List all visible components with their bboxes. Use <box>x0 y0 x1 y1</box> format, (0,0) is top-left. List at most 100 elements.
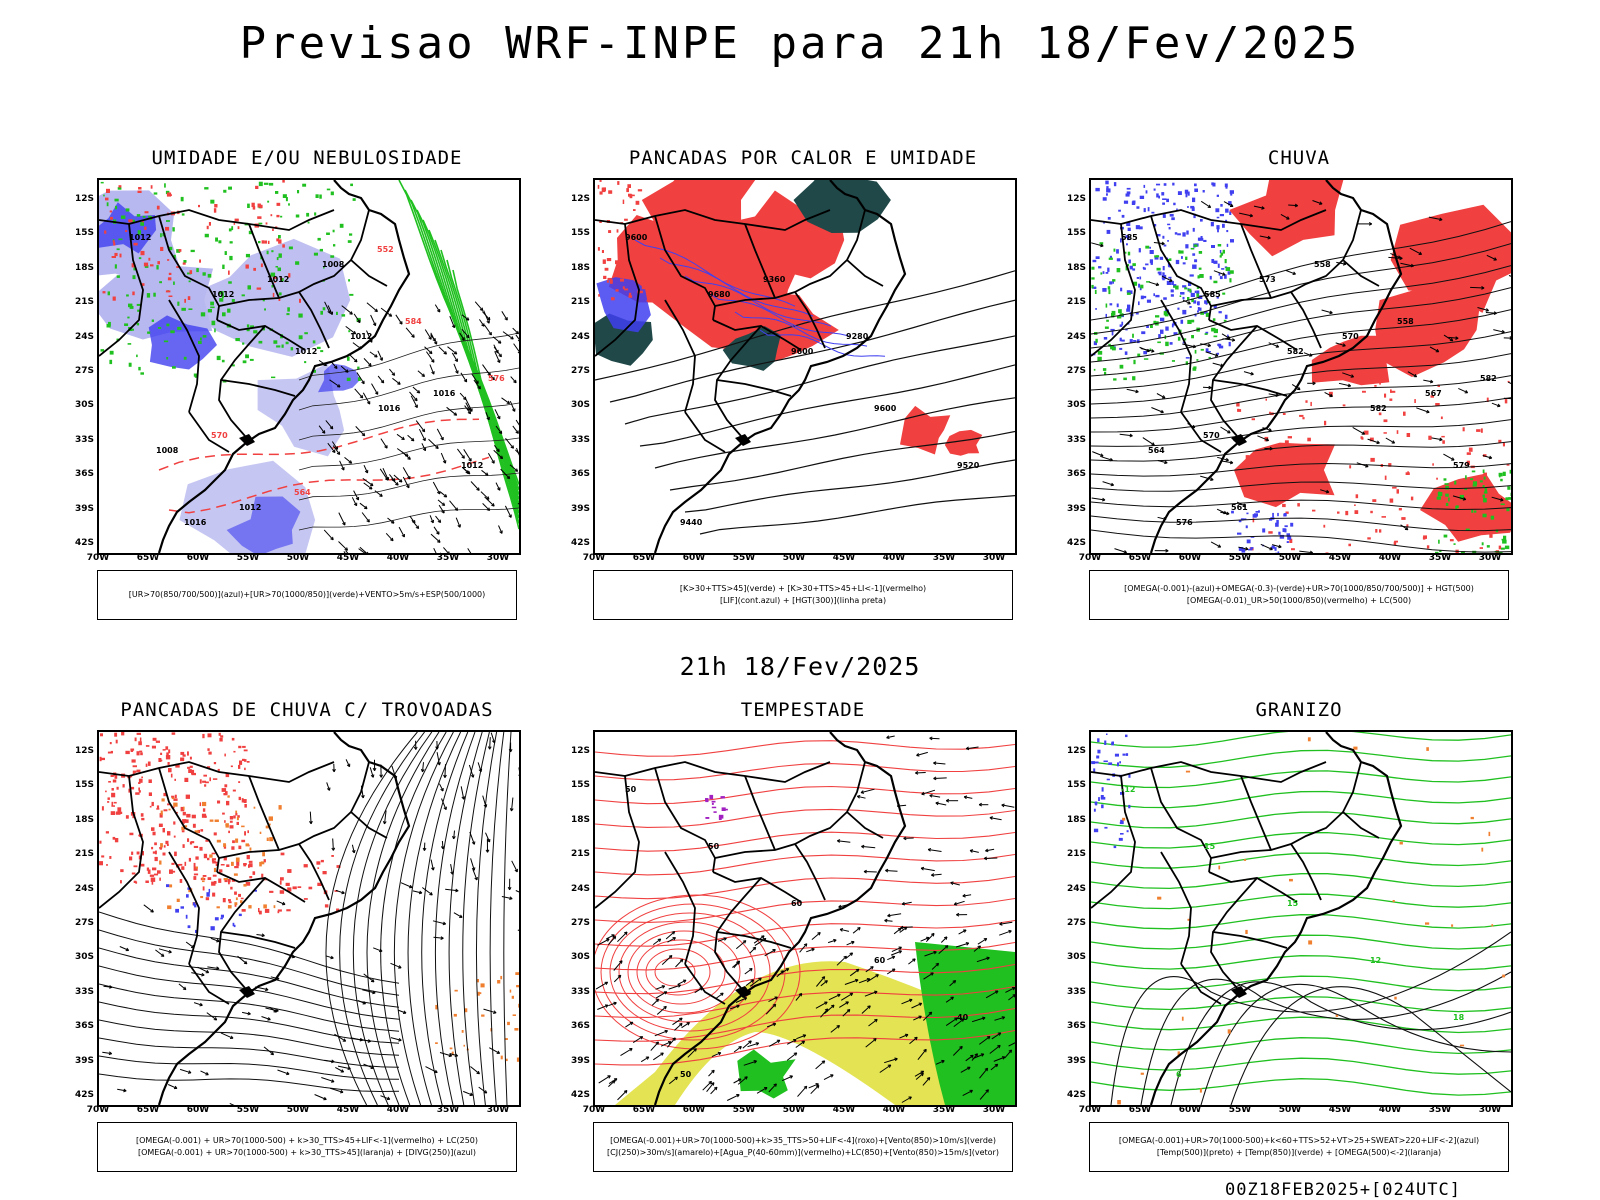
low-level-humidity-dots <box>127 316 130 319</box>
wind-850-vector <box>963 929 967 933</box>
storm-area-red <box>182 754 186 757</box>
low-level-humidity-dots <box>326 232 330 235</box>
omega-area-blue <box>1212 182 1216 187</box>
storm-area-red <box>111 792 116 798</box>
state-border <box>1212 379 1288 397</box>
omega-area-green <box>1448 497 1450 502</box>
streamline-arrow <box>1342 261 1347 266</box>
coastline <box>157 732 411 1105</box>
omega-area-blue <box>1177 191 1182 195</box>
legend-line: [K>30+TTS>45](verde) + [K>30+TTS>45+LI<-… <box>679 584 927 593</box>
streamline-arrow <box>351 849 356 854</box>
panel-title-5: TEMPESTADE <box>740 699 866 721</box>
longitude-label: 45W <box>1328 553 1352 563</box>
storm-area-red <box>167 803 171 806</box>
lifted-index-contour <box>684 275 832 327</box>
omega-area-green <box>1187 289 1190 291</box>
wind-vector <box>369 482 374 487</box>
wind-850-area-green <box>915 942 1015 1105</box>
omega-area-blue <box>1190 205 1195 209</box>
storm-area-red <box>235 813 238 816</box>
streamline-arrow <box>1410 263 1414 268</box>
streamline-arrow <box>1157 460 1168 464</box>
streamline-arrow <box>1503 397 1511 400</box>
map-panel-6: -12 15 15 12 18 6 <box>1089 730 1513 1107</box>
storm-area-red <box>232 789 236 792</box>
wind-850-vector <box>611 1080 616 1084</box>
wind-850-vector <box>933 777 947 779</box>
streamline-arrow <box>347 1066 351 1071</box>
streamline-arrow <box>1268 342 1279 348</box>
temp-850-contour-green <box>1091 996 1511 1013</box>
omega-area-blue <box>1094 286 1096 289</box>
omega-area-blue <box>1279 534 1285 539</box>
wind-vector <box>487 372 491 377</box>
state-border <box>712 871 802 903</box>
rain-dots <box>1406 524 1409 528</box>
storm-area-red <box>122 784 125 788</box>
convection-area-orange <box>435 1042 438 1044</box>
convection-area-orange <box>478 992 482 995</box>
rain-dots <box>1436 477 1438 480</box>
rain-dots <box>1484 522 1486 527</box>
wind-vector <box>504 317 508 321</box>
omega-area-green <box>1105 303 1108 308</box>
storm-area-red <box>285 882 290 886</box>
wind-850-vector <box>955 942 969 948</box>
wind-850-vector <box>969 1089 973 1094</box>
wind-850-vector <box>836 955 847 966</box>
convection-area-orange <box>273 905 276 909</box>
low-level-humidity-dots <box>219 291 224 295</box>
streamline-arrow <box>1481 286 1485 290</box>
coastline <box>157 180 411 553</box>
latitude-label: 36S <box>570 1021 590 1032</box>
storm-area-red <box>114 732 118 737</box>
wind-vector <box>399 321 403 325</box>
wind-850-vector <box>824 1004 835 1014</box>
divergence-area-blue <box>210 926 215 931</box>
thickness-contour-dots <box>299 298 301 303</box>
wind-vector <box>491 376 495 381</box>
wind-850-vector <box>820 1008 829 1018</box>
longitude-label: 40W <box>1378 553 1402 563</box>
omega-area-green <box>1157 341 1161 344</box>
streamline <box>99 911 400 984</box>
streamline-arrow <box>1443 453 1455 461</box>
wind-850-vector <box>950 882 960 886</box>
rain-dots <box>1388 463 1392 467</box>
rain-dots <box>1394 540 1398 543</box>
thickness-contour-dots <box>251 202 255 208</box>
omega-area-green <box>1163 311 1168 316</box>
panel-title-4: PANCADAS DE CHUVA C/ TROVOADAS <box>120 699 494 721</box>
wind-vector <box>471 373 479 384</box>
omega-area-blue <box>1168 227 1171 230</box>
wind-vector <box>377 350 383 361</box>
convection-dots <box>658 202 660 205</box>
thickness-contour-dots <box>112 296 116 301</box>
streamline-arrow <box>1485 312 1497 314</box>
storm-area-red <box>152 737 157 741</box>
wind-850-vector <box>979 1067 988 1079</box>
wind-vector <box>415 525 420 530</box>
storm-area-red <box>207 748 210 751</box>
longitude-label: 55W <box>732 1105 756 1115</box>
rain-dots <box>1451 484 1455 488</box>
omega-area-green <box>1118 309 1122 314</box>
low-level-humidity-dots <box>349 233 353 236</box>
storm-area-purple <box>705 817 710 819</box>
wind-850-vector <box>672 1017 683 1026</box>
storm-area-purple <box>711 800 716 803</box>
wind-850-vector <box>897 927 902 932</box>
wind-850-vector <box>693 1048 697 1052</box>
hail-area-blue <box>1095 802 1098 806</box>
wind-850-vector <box>663 991 668 995</box>
wind-850-vector <box>738 1046 742 1050</box>
storm-area-red <box>238 845 242 850</box>
omega-area-blue <box>1107 217 1111 220</box>
storm-area-red <box>181 866 185 870</box>
omega-area-green <box>1196 293 1199 297</box>
wind-850-vector <box>985 990 999 999</box>
wind-vector <box>437 539 441 543</box>
omega-area-blue <box>1191 207 1195 211</box>
omega-area-blue <box>1229 211 1232 215</box>
